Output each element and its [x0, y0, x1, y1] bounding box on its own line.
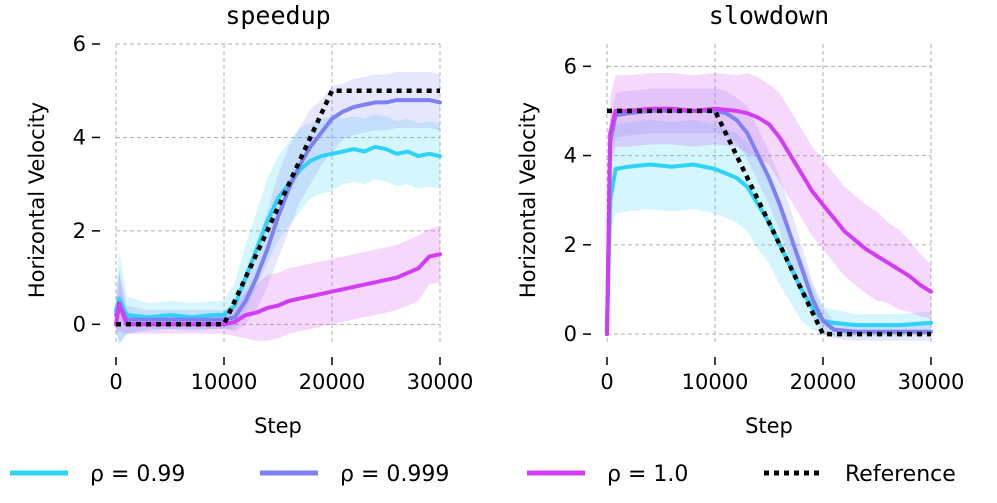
speedup-panel: speedup 0 2 4 6 0 10000 20000 30000 Step Horiz…: [25, 1, 473, 438]
slowdown-ytick-label-0: 0: [564, 322, 577, 346]
speedup-bands: [116, 72, 440, 346]
legend-entry-rho-0-99: ρ = 0.99: [10, 462, 185, 487]
slowdown-band-0-99: [607, 119, 931, 344]
legend-entry-rho-0-999: ρ = 0.999: [260, 462, 449, 487]
speedup-band-0-999: [116, 72, 440, 343]
slowdown-ytick-label-3: 6: [564, 54, 577, 78]
speedup-line-reference: [116, 88, 440, 327]
legend-label-reference: Reference: [845, 462, 956, 487]
legend-entry-reference: Reference: [764, 462, 956, 487]
slowdown-xtick-label-0: 0: [600, 370, 613, 394]
speedup-ytick-label-3: 6: [73, 32, 86, 56]
slowdown-x-ticks: 0 10000 20000 30000: [600, 357, 964, 394]
slowdown-x-axis-label: Step: [745, 414, 793, 438]
slowdown-xtick-label-2: 20000: [790, 370, 857, 394]
slowdown-y-axis-label: Horizontal Velocity: [516, 102, 540, 298]
slowdown-ytick-label-2: 4: [564, 144, 577, 168]
slowdown-line-reference: [607, 108, 931, 337]
slowdown-line-0-999: [605, 108, 933, 337]
legend-label-rho-0-999: ρ = 0.999: [340, 462, 449, 487]
speedup-band-1-0: [116, 226, 440, 341]
speedup-xtick-label-2: 20000: [299, 370, 366, 394]
slowdown-xtick-label-3: 30000: [898, 370, 965, 394]
speedup-xtick-label-1: 10000: [191, 370, 258, 394]
slowdown-bands: [607, 73, 931, 344]
speedup-xtick-label-3: 30000: [407, 370, 474, 394]
slowdown-xtick-label-1: 10000: [682, 370, 749, 394]
speedup-y-axis-label: Horizontal Velocity: [25, 102, 49, 298]
legend-label-rho-1-0: ρ = 1.0: [607, 462, 688, 487]
speedup-y-ticks: 0 2 4 6: [73, 32, 100, 336]
slowdown-band-1-0: [607, 73, 931, 343]
slowdown-lines: [605, 106, 933, 337]
speedup-title: speedup: [225, 1, 330, 30]
slowdown-y-ticks: 0 2 4 6: [564, 54, 591, 346]
speedup-x-ticks: 0 10000 20000 30000: [109, 357, 473, 394]
speedup-ytick-label-1: 2: [73, 219, 86, 243]
slowdown-panel: slowdown 0 2 4 6 0 10000 20000 30000 Step Hori…: [516, 1, 964, 438]
legend-entry-rho-1-0: ρ = 1.0: [527, 462, 688, 487]
slowdown-ytick-label-1: 2: [564, 233, 577, 257]
speedup-xtick-label-0: 0: [109, 370, 122, 394]
speedup-ytick-label-2: 4: [73, 125, 86, 149]
legend-label-rho-0-99: ρ = 0.99: [90, 462, 185, 487]
speedup-band-0-99: [116, 114, 440, 346]
speedup-lines: [114, 88, 442, 327]
speedup-ytick-label-0: 0: [73, 312, 86, 336]
slowdown-title: slowdown: [709, 1, 829, 30]
speedup-x-axis-label: Step: [254, 414, 302, 438]
slowdown-grid: [606, 44, 932, 343]
legend: ρ = 0.99 ρ = 0.999 ρ = 1.0 Reference: [10, 462, 956, 487]
